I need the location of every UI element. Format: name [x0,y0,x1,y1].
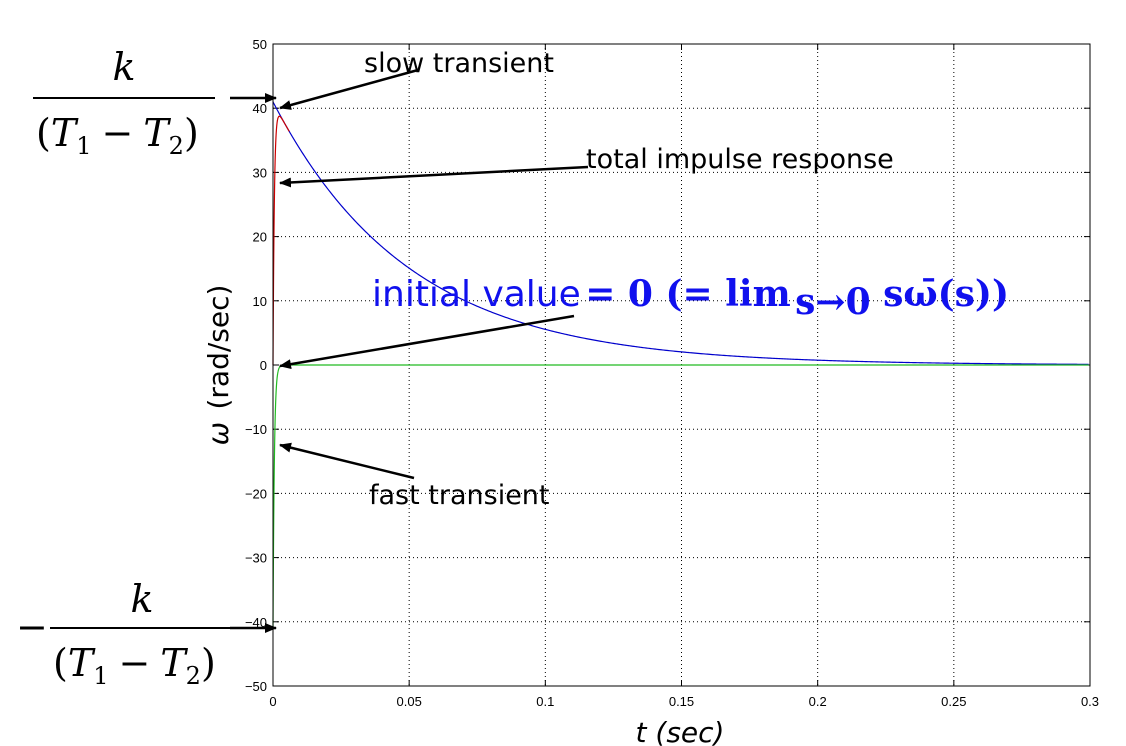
annotation-total-impulse-response: total impulse response [586,144,894,175]
annotation-initial-value: initial value = 0 (= lim s→0 sω̄(s)) [372,273,1009,323]
series-lines [272,101,1089,629]
y-tick-label-4: −10 [245,422,267,437]
series-line-slow-transient [272,101,1089,365]
arrow-fast-transient [279,442,415,480]
initial-value-math: = 0 (= lim [585,273,790,315]
y-tick-label-3: −20 [245,486,267,501]
annotation-fast-transient: fast transient [369,480,550,511]
y-tick-label-10: 50 [253,37,267,52]
initial-value-subscript: s→0 [795,281,870,323]
x-tick-label-4: 0.2 [809,694,827,709]
y-axis-symbol: ω [202,422,235,445]
lower-fraction-minus-sign: − [16,605,48,649]
x-tick-label-1: 0.05 [397,694,422,709]
y-tick-label-6: 10 [253,294,267,309]
upper-fraction-numerator: k [112,45,135,89]
arrow-total-impulse [279,165,589,188]
initial-value-tail: sω̄(s)) [883,273,1009,315]
x-tick-label-0: 0 [269,694,276,709]
lower-fraction-numerator: k [130,577,153,621]
lower-fraction-label: − k (T1− T2) [16,577,232,690]
svg-text:ω (rad/sec): ω (rad/sec) [202,285,235,446]
arrow-initial-value [279,314,575,370]
upper-fraction-label: k (T1− T2) [33,45,215,160]
y-axis-units: (rad/sec) [202,285,235,410]
axis-ticks: 0 0.05 0.1 0.15 0.2 0.25 0.3 −50 −40 −30 −20 −10 0 10… [245,37,1099,709]
y-tick-label-5: 0 [260,358,267,373]
x-tick-label-6: 0.3 [1081,694,1099,709]
y-tick-label-1: −40 [245,615,267,630]
initial-value-prefix: initial value [372,274,581,315]
x-tick-label-2: 0.1 [536,694,554,709]
y-tick-label-7: 20 [253,230,267,245]
y-tick-label-2: −30 [245,551,267,566]
series-line-total-impulse-response [272,115,290,366]
y-axis-label: ω (rad/sec) [202,285,235,446]
y-tick-label-0: −50 [245,679,267,694]
y-tick-label-8: 30 [253,165,267,180]
arrow-slow-transient [279,68,419,110]
lower-fraction-denominator: (T1− T2) [53,641,216,690]
annotation-slow-transient: slow transient [364,48,554,79]
plot-area-frame [272,43,1091,687]
y-tick-label-9: 40 [253,101,267,116]
upper-fraction-denominator: (T1− T2) [36,111,199,160]
x-tick-label-3: 0.15 [669,694,694,709]
x-axis-label: t (sec) [636,716,725,746]
x-tick-label-5: 0.25 [941,694,966,709]
